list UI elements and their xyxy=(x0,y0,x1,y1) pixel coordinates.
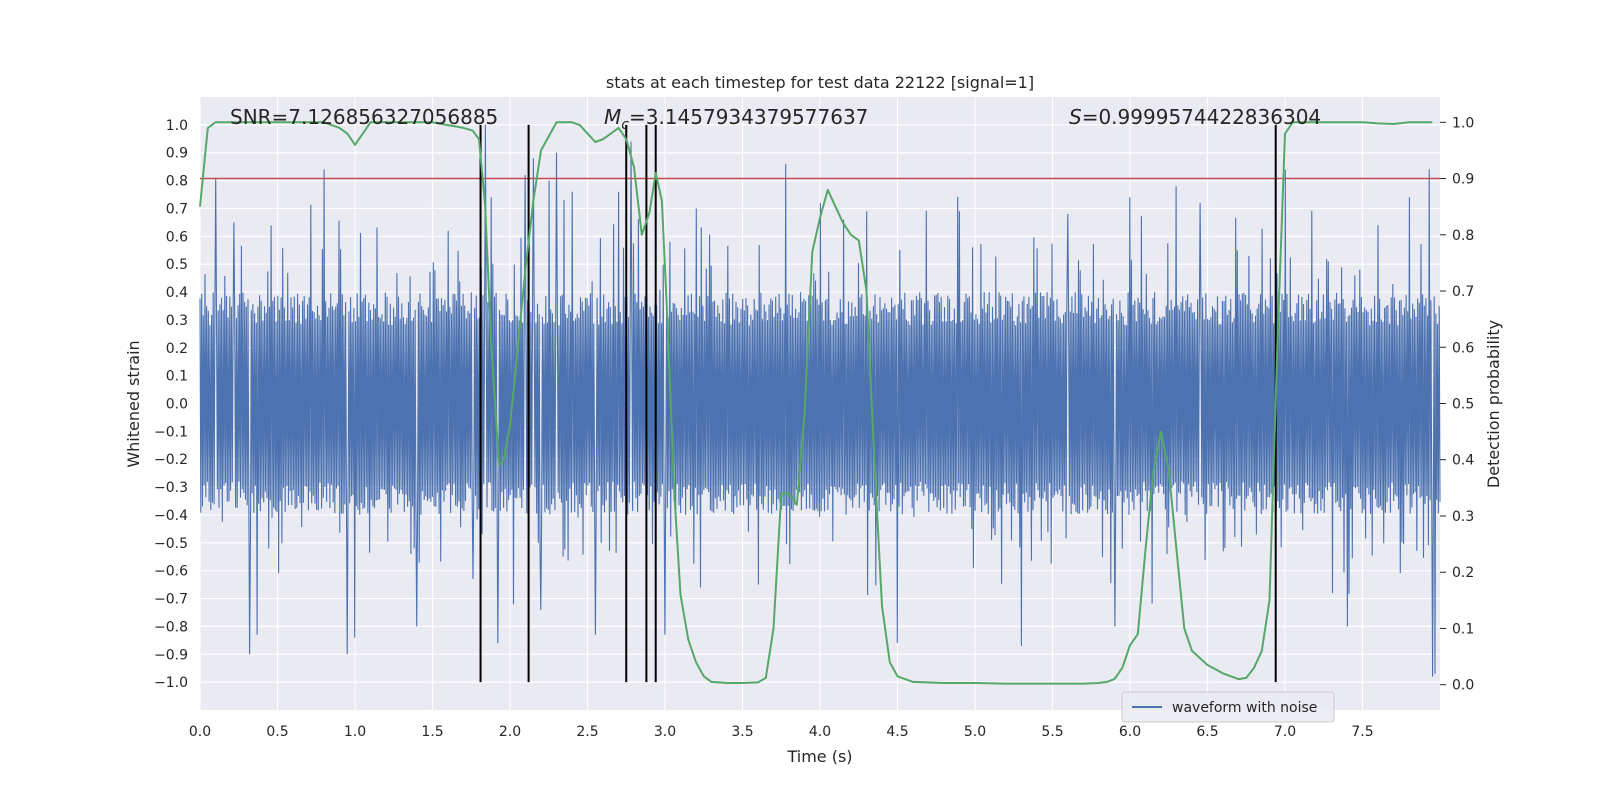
y-tick-label: −0.2 xyxy=(154,452,188,468)
chirp-mass-annotation: Mc=3.1457934379577637 xyxy=(604,105,868,133)
x-tick-label: 3.5 xyxy=(731,724,753,740)
y-tick-label: 0.0 xyxy=(166,397,188,413)
y-tick-label: 0.3 xyxy=(166,313,188,329)
x-tick-label: 7.0 xyxy=(1274,724,1296,740)
legend-label: waveform with noise xyxy=(1172,700,1317,716)
score-symbol: S xyxy=(1069,105,1082,129)
y2-axis-label: Detection probability xyxy=(1484,320,1503,488)
x-tick-label: 2.5 xyxy=(576,724,598,740)
y-tick-label: 1.0 xyxy=(166,118,188,134)
y2-tick-label: 0.1 xyxy=(1452,621,1474,637)
y2-tick-label: 0.2 xyxy=(1452,565,1474,581)
x-tick-label: 4.5 xyxy=(886,724,908,740)
x-tick-label: 2.0 xyxy=(499,724,521,740)
x-tick-label: 1.5 xyxy=(421,724,443,740)
x-tick-label: 0.5 xyxy=(266,724,288,740)
probability-series xyxy=(199,121,1433,685)
y-tick-label: 0.1 xyxy=(166,369,188,385)
y2-tick-label: 0.7 xyxy=(1452,284,1474,300)
y2-tick-label: 0.8 xyxy=(1452,228,1474,244)
y-tick-label: −0.8 xyxy=(154,619,188,635)
x-tick-label: 5.0 xyxy=(964,724,986,740)
y-tick-label: 0.8 xyxy=(166,174,188,190)
y2-tick-label: 0.4 xyxy=(1452,453,1474,469)
x-tick-label: 7.5 xyxy=(1351,724,1373,740)
y-tick-label: 0.4 xyxy=(166,285,188,301)
x-tick-label: 5.5 xyxy=(1041,724,1063,740)
x-tick-label: 4.0 xyxy=(809,724,831,740)
x-tick-label: 1.0 xyxy=(344,724,366,740)
y-tick-label: 0.9 xyxy=(166,146,188,162)
x-axis-label: Time (s) xyxy=(786,747,852,766)
y-tick-label: 0.6 xyxy=(166,229,188,245)
y2-tick-label: 1.0 xyxy=(1452,115,1474,131)
y-tick-label: −0.5 xyxy=(154,536,188,552)
y2-axis-ticks: 0.0 0.1 0.2 0.3 0.4 0.5 0.6 0.7 0.8 0.9 1.0 xyxy=(1440,115,1474,694)
y2-tick-label: 0.9 xyxy=(1452,172,1474,188)
x-tick-label: 3.0 xyxy=(654,724,676,740)
waveform-series xyxy=(199,124,1441,677)
y-tick-label: −0.6 xyxy=(154,564,188,580)
y-axis-label: Whitened strain xyxy=(124,340,143,467)
x-tick-label: 0.0 xyxy=(189,724,211,740)
legend-box xyxy=(1121,691,1335,723)
x-tick-label: 6.5 xyxy=(1196,724,1218,740)
chart-title: stats at each timestep for test data 221… xyxy=(606,73,1034,92)
score-annotation: S=0.9999574422836304 xyxy=(1069,105,1321,129)
y-tick-label: −1.0 xyxy=(154,675,188,691)
y2-tick-label: 0.5 xyxy=(1452,397,1474,413)
x-axis-ticks: 0.0 0.5 1.0 1.5 2.0 2.5 3.0 3.5 4.0 4.5 5.0 5.5 6.0 6… xyxy=(189,724,1374,740)
y-tick-label: −0.4 xyxy=(154,508,188,524)
snr-annotation: SNR=7.126856327056885 xyxy=(230,105,498,129)
y-tick-label: −0.9 xyxy=(154,647,188,663)
y2-tick-label: 0.0 xyxy=(1452,678,1474,694)
y-axis-ticks: −1.0 −0.9 −0.8 −0.7 −0.6 −0.5 −0.4 −0.3 −0.2 −0.1… xyxy=(154,118,188,691)
legend: waveform with noise xyxy=(1121,691,1335,723)
y-tick-label: −0.1 xyxy=(154,424,188,440)
y2-tick-label: 0.6 xyxy=(1452,340,1474,356)
x-tick-label: 6.0 xyxy=(1119,724,1141,740)
chirp-mass-subscript: c xyxy=(621,117,629,133)
waveform-line xyxy=(199,124,1441,677)
chirp-mass-symbol: M xyxy=(604,105,621,129)
y2-tick-label: 0.3 xyxy=(1452,509,1474,525)
probability-line xyxy=(199,121,1433,685)
y-tick-label: 0.5 xyxy=(166,257,188,273)
score-value: =0.9999574422836304 xyxy=(1082,105,1321,129)
y-tick-label: −0.3 xyxy=(154,480,188,496)
y-tick-label: 0.7 xyxy=(166,201,188,217)
chirp-mass-value: =3.1457934379577637 xyxy=(629,105,868,129)
y-tick-label: 0.2 xyxy=(166,341,188,357)
y-tick-label: −0.7 xyxy=(154,592,188,608)
